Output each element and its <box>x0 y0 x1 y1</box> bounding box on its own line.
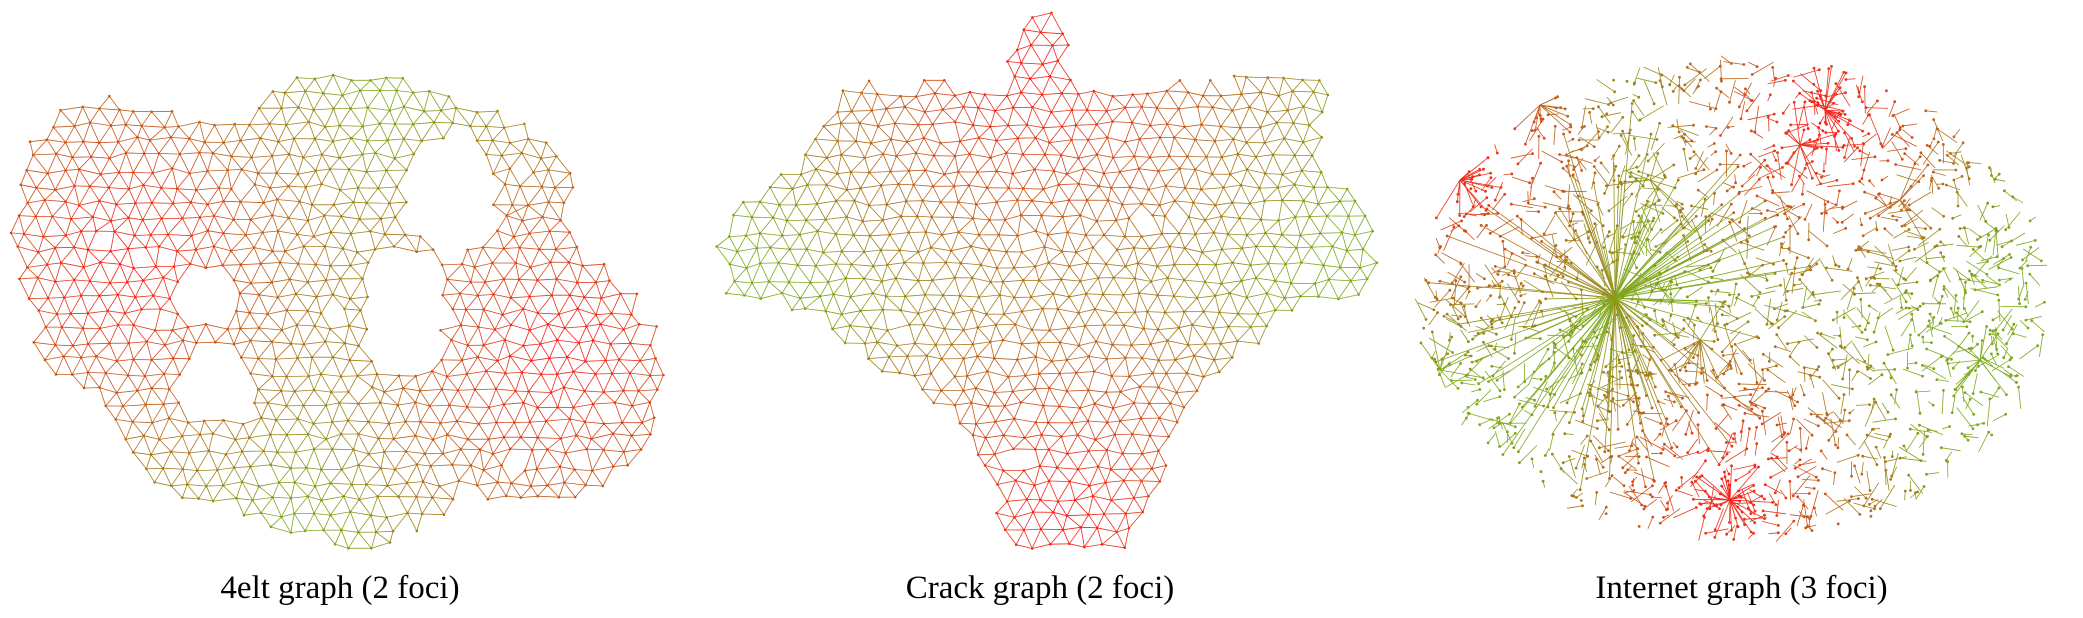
mesh-edges <box>716 12 1378 549</box>
graph-internet-drawing <box>1414 55 2047 542</box>
mesh-nodes <box>715 11 1379 550</box>
mesh-nodes <box>9 73 665 550</box>
caption-4elt: 4elt graph (2 foci) <box>220 570 460 606</box>
mesh-edges <box>10 74 664 549</box>
panel-4elt: 4elt graph (2 foci) <box>0 0 680 618</box>
panel-crack: Crack graph (2 foci) <box>700 0 1380 618</box>
caption-crack: Crack graph (2 foci) <box>905 570 1175 606</box>
caption-internet: Internet graph (3 foci) <box>1595 570 1888 606</box>
graph-crack-drawing <box>715 11 1379 550</box>
internet-nodes <box>1419 62 2046 541</box>
internet-edges <box>1414 55 2047 542</box>
graph-4elt-drawing <box>9 73 665 550</box>
panel-internet: Internet graph (3 foci) <box>1400 0 2083 618</box>
